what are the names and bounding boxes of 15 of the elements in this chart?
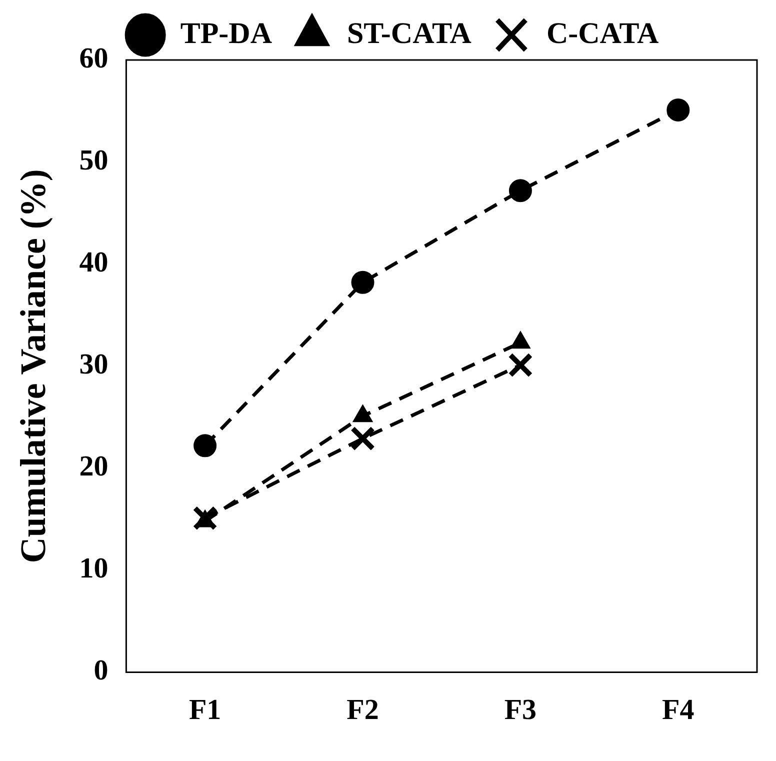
y-axis-title: Cumulative Variance (%) — [12, 169, 53, 564]
legend-label: TP-DA — [180, 16, 272, 50]
legend-label: C-CATA — [546, 16, 660, 50]
x-tick-label: F4 — [662, 694, 694, 726]
x-tick-label: F2 — [346, 694, 379, 726]
legend-label: ST-CATA — [346, 16, 472, 50]
y-tick-label: 0 — [94, 654, 108, 687]
y-tick-label: 60 — [79, 42, 108, 74]
y-tick-label: 50 — [79, 144, 108, 177]
y-tick-label: 10 — [79, 552, 108, 585]
y-tick-label: 40 — [79, 246, 108, 279]
y-tick-label: 20 — [79, 450, 108, 483]
x-tick-label: F3 — [504, 694, 537, 726]
x-tick-label: F1 — [188, 694, 222, 726]
y-tick-label: 30 — [79, 348, 108, 381]
